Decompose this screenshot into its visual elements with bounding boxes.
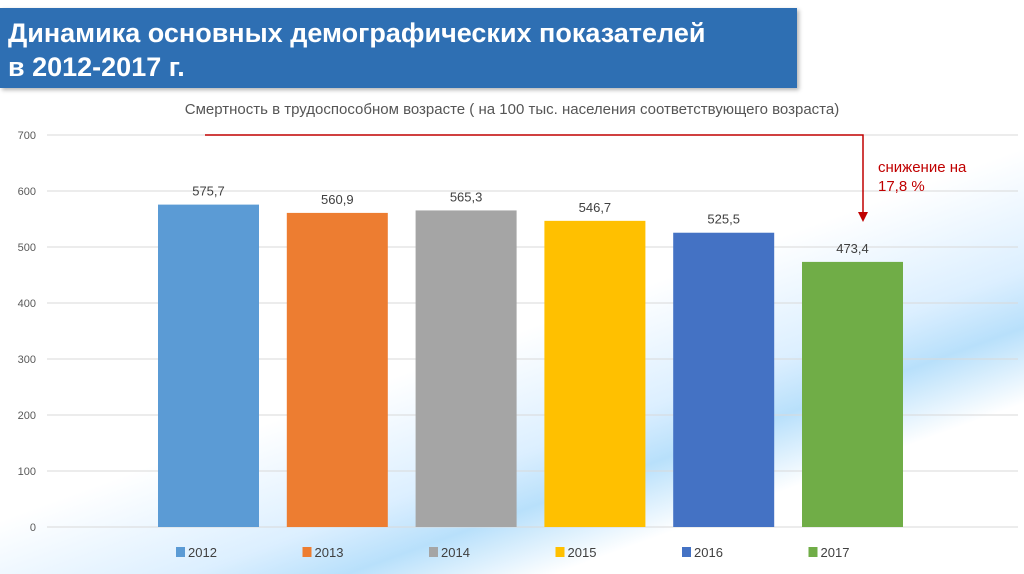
data-label: 560,9: [321, 192, 354, 207]
legend-swatch: [302, 547, 312, 557]
y-tick-label: 200: [18, 410, 36, 422]
legend-swatch: [682, 547, 691, 557]
title-line-2: в 2012-2017 г.: [8, 52, 185, 82]
data-label: 473,4: [836, 241, 869, 256]
y-tick-label: 0: [30, 522, 36, 534]
legend-label: 2012: [188, 545, 217, 560]
legend-label: 2015: [568, 545, 597, 560]
arrow-head-icon: [858, 212, 868, 222]
data-label: 565,3: [450, 189, 483, 204]
legend-swatch: [808, 547, 818, 557]
y-tick-label: 700: [18, 130, 36, 142]
legend-label: 2014: [441, 545, 470, 560]
decrease-annotation: снижение на 17,8 %: [878, 158, 966, 196]
bar-2012: [158, 204, 259, 527]
y-tick-label: 400: [18, 298, 36, 310]
data-label: 575,7: [192, 184, 225, 199]
annotation-line-2: 17,8 %: [878, 178, 925, 195]
bar-2017: [802, 261, 903, 527]
title-line-1: Динамика основных демографических показа…: [8, 18, 706, 48]
y-tick-label: 600: [18, 186, 36, 198]
page-title: Динамика основных демографических показа…: [0, 8, 797, 84]
bar-2016: [673, 232, 775, 527]
legend-swatch: [555, 547, 565, 557]
data-label: 525,5: [707, 212, 740, 227]
annotation-line-1: снижение на: [878, 159, 967, 176]
legend-label: 2013: [315, 545, 344, 560]
bar-2015: [544, 220, 646, 527]
y-tick-label: 500: [18, 242, 36, 254]
bar-2013: [286, 212, 388, 527]
data-label: 546,7: [579, 200, 612, 215]
decrease-arrow-line: [205, 134, 864, 214]
title-banner: Динамика основных демографических показа…: [0, 8, 797, 88]
legend-swatch: [429, 547, 438, 557]
y-tick-label: 100: [18, 466, 36, 478]
legend-label: 2016: [694, 545, 723, 560]
chart-title: Смертность в трудоспособном возрасте ( н…: [184, 101, 840, 118]
bar-2014: [415, 210, 517, 527]
y-tick-label: 300: [18, 354, 36, 366]
legend-swatch: [176, 547, 185, 557]
legend-label: 2017: [821, 545, 850, 560]
